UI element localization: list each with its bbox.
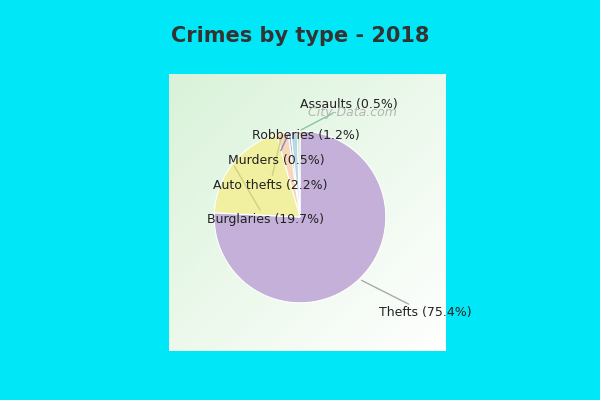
Text: Auto thefts (2.2%): Auto thefts (2.2%) xyxy=(213,136,328,192)
Wedge shape xyxy=(277,132,300,217)
Text: Robberies (1.2%): Robberies (1.2%) xyxy=(251,129,359,142)
Wedge shape xyxy=(214,134,300,217)
Wedge shape xyxy=(288,132,300,217)
Text: Thefts (75.4%): Thefts (75.4%) xyxy=(362,280,472,319)
Text: Murders (0.5%): Murders (0.5%) xyxy=(228,134,325,167)
Text: Assaults (0.5%): Assaults (0.5%) xyxy=(300,98,398,130)
Wedge shape xyxy=(214,131,386,303)
Wedge shape xyxy=(291,131,300,217)
Text: Crimes by type - 2018: Crimes by type - 2018 xyxy=(171,26,429,46)
Text: Burglaries (19.7%): Burglaries (19.7%) xyxy=(207,166,324,226)
Wedge shape xyxy=(297,131,300,217)
Text: City-Data.com: City-Data.com xyxy=(304,106,397,119)
